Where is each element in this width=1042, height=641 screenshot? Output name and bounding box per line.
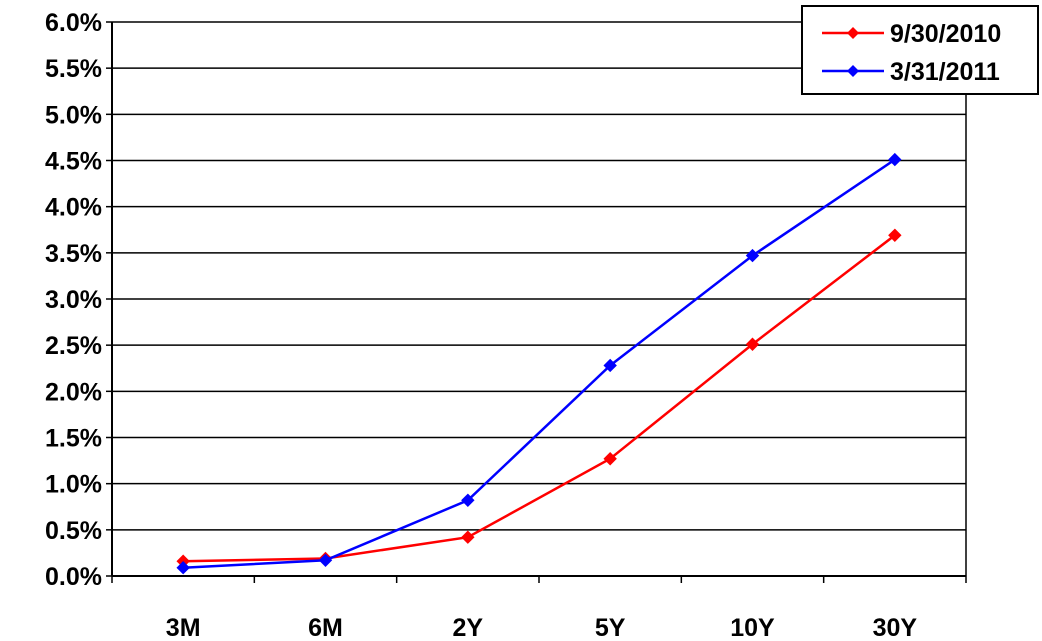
y-tick-label: 2.0%: [45, 378, 102, 406]
y-tick-label: 5.0%: [45, 101, 102, 129]
x-axis-tick-labels: 3M 6M 2Y 5Y 10Y 30Y: [166, 614, 918, 641]
data-point: [888, 228, 902, 242]
y-tick-label: 0.5%: [45, 517, 102, 545]
axes: [106, 21, 967, 583]
y-tick-label: 1.5%: [45, 425, 102, 453]
legend-box: [801, 5, 1039, 95]
data-point: [888, 152, 902, 167]
data-point: [745, 248, 760, 263]
y-tick-label: 0.0%: [45, 563, 102, 591]
y-tick-label: 5.5%: [45, 55, 102, 83]
legend-label: 3/31/2011: [890, 58, 1000, 86]
x-tick-label: 6M: [308, 614, 343, 641]
legend-marker: [847, 65, 859, 77]
y-tick-label: 3.5%: [45, 240, 102, 268]
x-tick-label: 30Y: [873, 614, 918, 641]
y-tick-label: 1.0%: [45, 471, 102, 499]
y-tick-label: 4.0%: [45, 194, 102, 222]
series-group: [176, 152, 902, 575]
data-point: [461, 493, 475, 507]
gridlines: [112, 21, 966, 531]
data-point: [461, 530, 475, 544]
y-axis-tick-labels: 0.0% 0.5% 1.0% 1.5% 2.0% 2.5% 3.0% 3.5% 4.0% 4.5%…: [45, 9, 102, 591]
data-point: [603, 358, 617, 373]
series-line: [183, 158, 896, 569]
legend-label: 9/30/2010: [890, 20, 1001, 48]
x-tick-label: 5Y: [595, 614, 626, 641]
data-point: [318, 553, 333, 568]
legend-marker: [847, 27, 859, 39]
legend: 9/30/2010 3/31/2011: [801, 5, 1039, 95]
x-tick-label: 10Y: [730, 614, 775, 641]
y-tick-label: 3.0%: [45, 286, 102, 314]
y-tick-label: 6.0%: [45, 9, 102, 37]
series-line: [183, 234, 896, 563]
y-tick-label: 4.5%: [45, 148, 102, 176]
data-point: [745, 337, 760, 351]
data-point: [176, 560, 190, 575]
x-tick-label: 2Y: [453, 614, 484, 641]
data-point: [603, 452, 617, 466]
x-tick-label: 3M: [166, 614, 201, 641]
y-tick-label: 2.5%: [45, 332, 102, 360]
